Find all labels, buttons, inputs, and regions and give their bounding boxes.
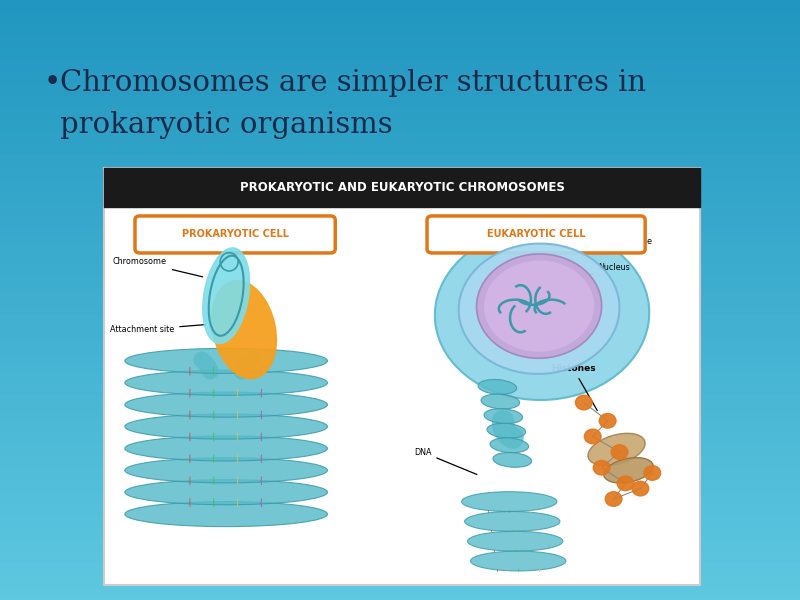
Ellipse shape: [490, 438, 529, 453]
Ellipse shape: [125, 436, 327, 461]
Bar: [104, 168, 700, 207]
Ellipse shape: [599, 413, 616, 428]
Text: Histones: Histones: [551, 364, 598, 410]
Ellipse shape: [487, 423, 526, 438]
Ellipse shape: [125, 370, 327, 395]
Ellipse shape: [125, 458, 327, 483]
Ellipse shape: [606, 491, 622, 506]
Text: Attachment site: Attachment site: [110, 325, 206, 334]
Ellipse shape: [617, 476, 634, 491]
Text: PROKARYOTIC AND EUKARYOTIC CHROMOSOMES: PROKARYOTIC AND EUKARYOTIC CHROMOSOMES: [239, 181, 565, 194]
Text: Chromosome: Chromosome: [113, 257, 202, 277]
Ellipse shape: [611, 445, 628, 460]
Text: DNA: DNA: [414, 448, 477, 475]
Ellipse shape: [125, 502, 327, 527]
Ellipse shape: [584, 429, 601, 444]
Ellipse shape: [435, 228, 650, 400]
Ellipse shape: [575, 395, 592, 410]
Text: EUKARYOTIC CELL: EUKARYOTIC CELL: [486, 229, 586, 239]
Ellipse shape: [484, 409, 522, 424]
Ellipse shape: [644, 466, 661, 480]
Ellipse shape: [462, 491, 557, 512]
Ellipse shape: [481, 394, 520, 409]
Ellipse shape: [588, 433, 645, 466]
FancyArrowPatch shape: [202, 360, 210, 371]
Ellipse shape: [478, 380, 517, 394]
Ellipse shape: [125, 349, 327, 373]
FancyArrowPatch shape: [242, 360, 250, 371]
Text: prokaryotic organisms: prokaryotic organisms: [60, 111, 393, 139]
Text: PROKARYOTIC CELL: PROKARYOTIC CELL: [182, 229, 289, 239]
Text: •: •: [44, 69, 62, 97]
Ellipse shape: [477, 254, 602, 358]
FancyBboxPatch shape: [427, 216, 645, 253]
Ellipse shape: [125, 480, 327, 505]
Ellipse shape: [493, 452, 531, 467]
Text: Chromosome: Chromosome: [530, 236, 653, 245]
Ellipse shape: [470, 551, 566, 571]
Ellipse shape: [594, 460, 610, 475]
FancyBboxPatch shape: [104, 168, 700, 585]
Ellipse shape: [604, 458, 653, 483]
Ellipse shape: [125, 392, 327, 417]
Ellipse shape: [458, 244, 619, 374]
Ellipse shape: [467, 532, 563, 551]
Ellipse shape: [125, 414, 327, 439]
Text: Nucleus: Nucleus: [566, 263, 630, 282]
Ellipse shape: [202, 248, 250, 344]
Text: Chromosomes are simpler structures in: Chromosomes are simpler structures in: [60, 69, 646, 97]
Ellipse shape: [632, 481, 649, 496]
Ellipse shape: [484, 260, 594, 352]
FancyBboxPatch shape: [135, 216, 335, 253]
Ellipse shape: [212, 281, 277, 379]
FancyArrowPatch shape: [503, 421, 513, 438]
Ellipse shape: [465, 512, 560, 532]
